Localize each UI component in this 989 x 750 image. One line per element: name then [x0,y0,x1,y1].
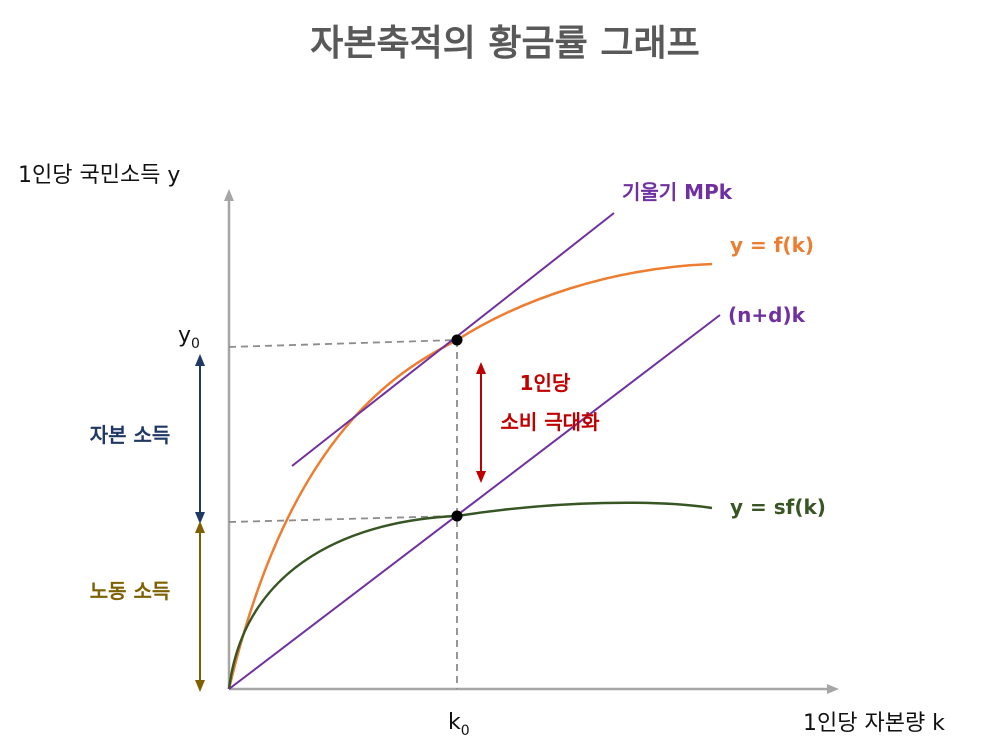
break-even-label: (n+d)k [728,303,806,327]
production-curve [227,262,713,690]
y0-tick-label: y0 [178,323,200,352]
saving-curve-label: y = sf(k) [730,495,826,519]
consumption-label-line2: 소비 극대화 [501,410,601,434]
break-even-line [228,314,721,690]
k0-tick-label: k0 [448,710,470,739]
capital-income-label: 자본 소득 [90,423,171,447]
golden-rule-output-point [451,334,463,346]
consumption-label-line1: 1인당 [520,371,571,395]
y-axis-label: 1인당 국민소득 y [18,163,180,188]
steady-state-point [451,510,463,522]
saving-guide-line [228,515,458,523]
production-curve-label: y = f(k) [730,233,814,257]
tangent-label: 기울기 MPk [622,180,733,204]
x-axis-label: 1인당 자본량 k [803,711,945,736]
y0-guide-line [228,339,458,348]
labor-income-label: 노동 소득 [90,579,171,603]
page-title: 자본축적의 황금률 그래프 [310,23,699,64]
saving-curve [227,501,713,690]
